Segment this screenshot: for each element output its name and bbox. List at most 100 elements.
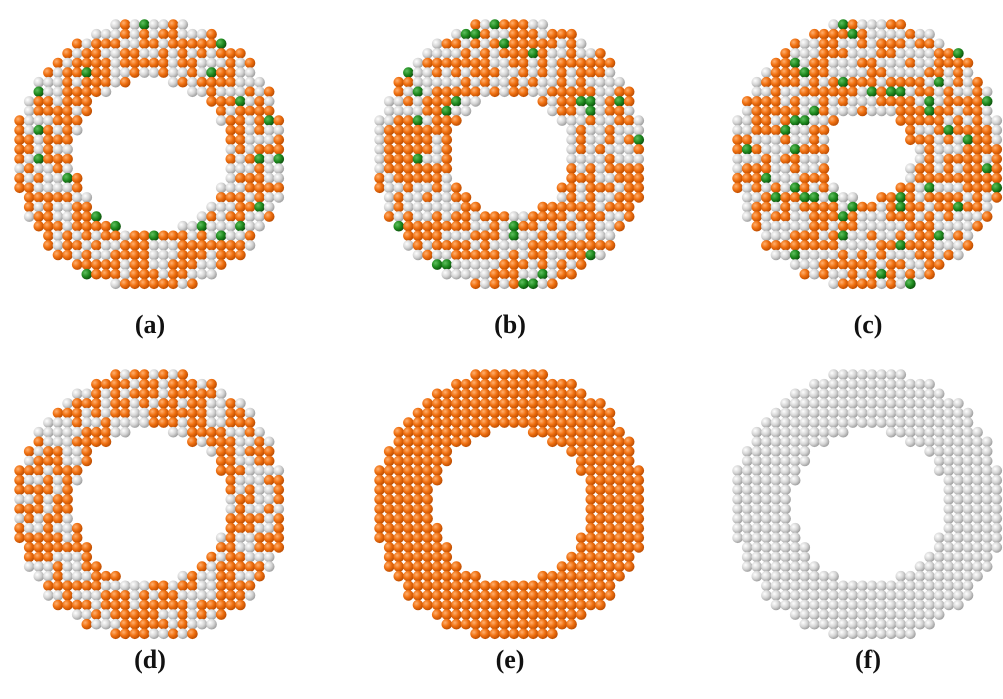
atom [528,231,539,242]
atom [982,144,993,155]
atom [509,279,520,290]
atom [963,475,974,486]
atom [82,77,93,88]
atom [432,106,443,117]
atom [470,77,481,88]
atom [761,221,772,232]
atom [761,144,772,155]
atom [963,87,974,98]
atom [490,417,501,428]
atom [819,87,830,98]
atom [499,398,510,409]
atom [586,163,597,174]
atom [953,154,964,165]
atom [432,115,443,126]
atom [953,456,964,467]
atom [595,504,606,515]
atom [178,600,189,611]
atom [780,456,791,467]
atom [235,494,246,505]
atom [848,609,859,620]
atom [264,183,275,194]
atom [857,77,868,88]
atom [595,561,606,572]
atom [139,240,150,251]
atom [780,408,791,419]
atom [403,504,414,515]
atom [413,542,424,553]
atom [245,144,256,155]
atom [110,77,121,88]
atom [509,77,520,88]
atom [226,163,237,174]
atom [624,552,635,563]
atom [857,269,868,280]
atom [915,231,926,242]
atom [624,115,635,126]
atom [586,135,597,146]
atom [819,115,830,126]
atom [557,250,568,261]
atom [605,408,616,419]
atom [944,173,955,184]
atom [53,115,64,126]
atom [790,96,801,107]
atom [139,389,150,400]
atom [538,408,549,419]
atom [752,87,763,98]
atom [790,231,801,242]
atom [178,379,189,390]
atom [576,87,587,98]
atom [547,221,558,232]
atom [819,417,830,428]
atom [896,259,907,270]
atom [24,192,35,203]
atom [226,240,237,251]
atom [254,437,265,448]
atom [982,163,993,174]
atom [566,398,577,409]
atom [605,494,616,505]
atom [586,561,597,572]
atom [634,163,645,174]
atom [197,231,208,242]
atom [595,552,606,563]
atom [963,456,974,467]
atom [828,581,839,592]
atom [168,600,179,611]
atom [790,39,801,50]
atom [226,513,237,524]
atom [226,494,237,505]
atom [761,231,772,242]
atom [168,619,179,630]
atom [934,135,945,146]
atom [886,192,897,203]
atom [867,609,878,620]
atom [403,125,414,136]
atom [413,125,424,136]
atom [422,571,433,582]
atom [206,379,217,390]
atom [780,48,791,59]
atom [982,154,993,165]
atom [470,369,481,380]
atom [120,269,131,280]
atom [800,389,811,400]
atom [264,96,275,107]
atom [819,231,830,242]
atom [915,250,926,261]
atom [857,221,868,232]
atom [442,446,453,457]
atom [848,408,859,419]
atom [614,106,625,117]
atom [576,135,587,146]
atom [819,398,830,409]
atom [82,542,93,553]
atom [480,427,491,438]
atom [742,135,753,146]
atom [413,437,424,448]
atom [72,533,83,544]
atom [490,619,501,630]
atom [374,465,385,476]
atom [470,590,481,601]
